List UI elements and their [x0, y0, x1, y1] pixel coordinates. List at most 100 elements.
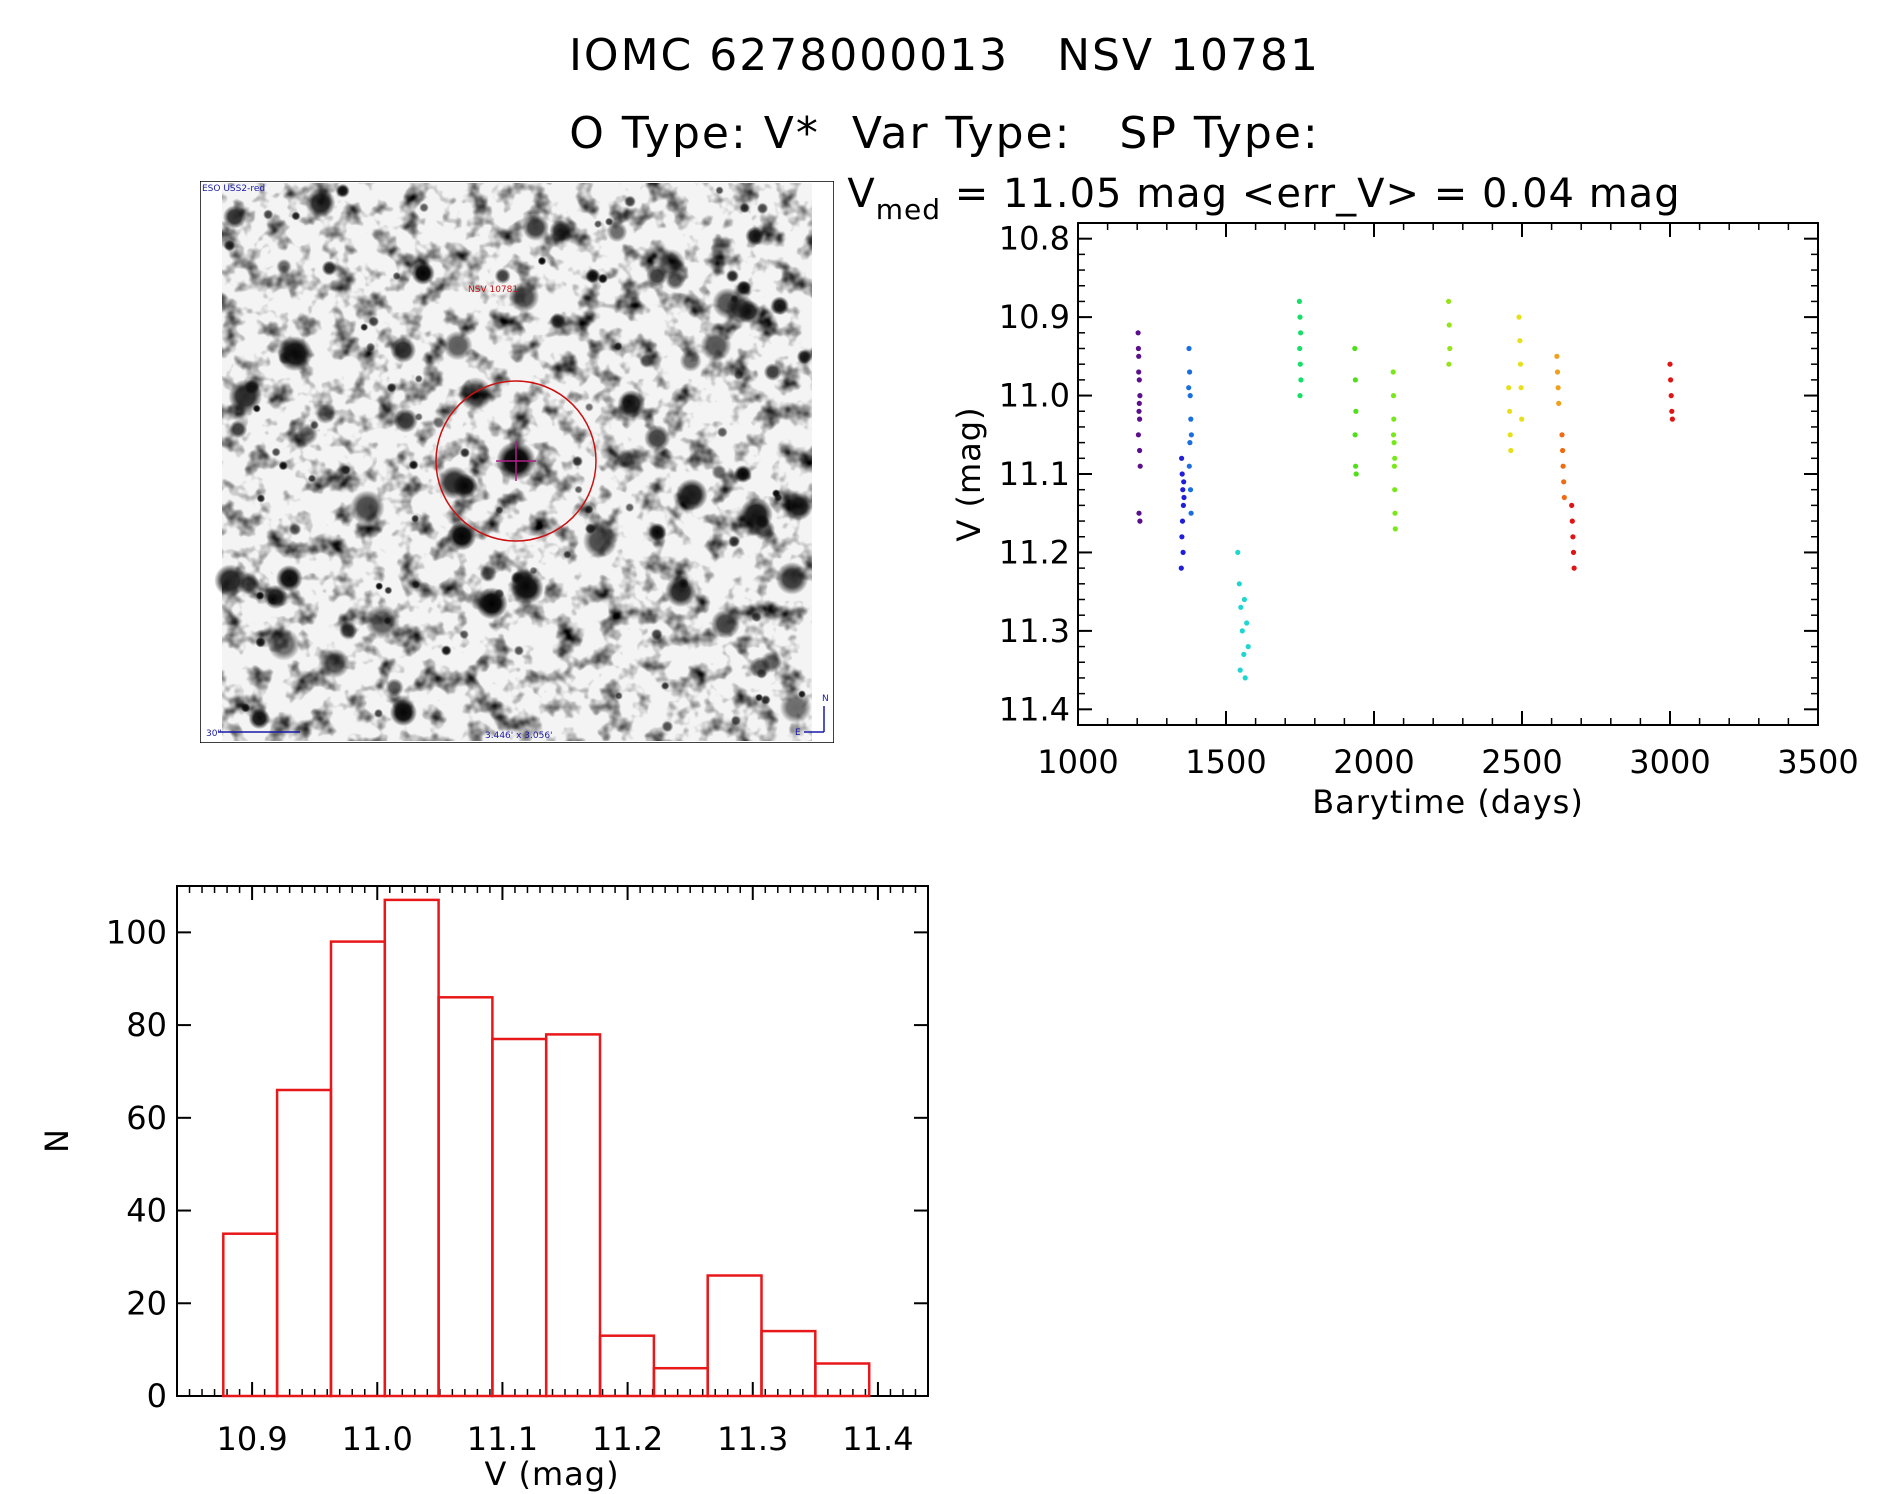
light-curve-point [1390, 393, 1397, 399]
light-curve-point [1179, 534, 1185, 540]
field-star [661, 681, 670, 690]
light-curve-point [1187, 369, 1193, 375]
field-star [442, 330, 473, 361]
light-curve-point [1561, 494, 1567, 501]
field-star [648, 522, 667, 541]
light-curve-point [1516, 314, 1522, 320]
field-star [675, 478, 708, 511]
light-curve-point [1136, 353, 1142, 359]
field-star [798, 690, 806, 699]
light-curve-point [1508, 447, 1514, 454]
histogram-bar [491, 1037, 548, 1398]
light-curve-point [1391, 463, 1397, 469]
field-star [214, 564, 247, 597]
light-curve-xtick-label: 1000 [1037, 743, 1118, 781]
field-star [585, 268, 601, 284]
field-star [755, 693, 764, 702]
light-curve-point [1392, 526, 1398, 532]
field-star [549, 312, 566, 329]
light-curve-point [1296, 298, 1302, 304]
field-star [229, 420, 248, 439]
field-star [360, 323, 369, 332]
light-curve-point [1446, 322, 1452, 328]
field-star [513, 645, 525, 656]
light-curve-point [1181, 494, 1187, 501]
light-curve-point [1518, 385, 1524, 391]
histogram-ytick-label: 60 [126, 1099, 167, 1137]
field-star [584, 402, 594, 412]
light-curve-point [1446, 298, 1452, 304]
light-curve-title: Vmed = 11.05 mag <err_V> = 0.04 mag [847, 171, 1680, 226]
histogram-bar [329, 940, 387, 1398]
field-star [383, 616, 392, 625]
size-label: 3.446' x 3.056' [485, 731, 553, 741]
light-curve-xtick-label: 3500 [1777, 743, 1858, 781]
field-star [621, 393, 637, 409]
field-star [263, 209, 274, 220]
light-curve-point [1186, 463, 1192, 469]
object-label: NSV 10781 [468, 285, 518, 295]
field-star [597, 273, 608, 284]
finding-chart-image: ESO USS2-red NSV 10781 30" 3.446' x 3.05… [200, 181, 834, 743]
light-curve-point [1135, 432, 1141, 438]
field-star [753, 518, 776, 541]
field-star [384, 586, 393, 595]
light-curve-ytick-label: 11.3 [999, 612, 1070, 650]
light-curve-xlabel: Barytime (days) [1312, 783, 1584, 821]
light-curve-point [1188, 432, 1194, 438]
field-star [571, 455, 583, 467]
light-curve-point [1136, 369, 1142, 375]
light-curve-point [1188, 510, 1194, 516]
field-star [440, 645, 452, 656]
light-curve-xtick-label: 2500 [1481, 743, 1562, 781]
object-type-line: O Type: V* Var Type: SP Type: [569, 108, 1320, 159]
light-curve-point [1390, 432, 1397, 438]
histogram-bar [275, 1088, 333, 1398]
field-star [296, 423, 319, 445]
field-star [584, 504, 594, 514]
light-curve-point [1392, 510, 1398, 516]
field-star [248, 707, 271, 730]
field-star [364, 604, 400, 640]
field-star [392, 271, 401, 281]
light-curve-ytick-label: 11.0 [999, 377, 1070, 415]
field-star [661, 720, 674, 733]
field-star [305, 187, 336, 219]
field-star [756, 202, 769, 215]
light-curve-xtick-label: 1500 [1185, 743, 1266, 781]
light-curve-chart: Vmed = 11.05 mag <err_V> = 0.04 mag 1000… [847, 171, 1858, 821]
field-star [625, 502, 635, 513]
light-curve-point [1669, 416, 1675, 422]
histogram-frame [176, 885, 929, 1397]
field-star [494, 267, 511, 284]
field-star [414, 412, 423, 421]
light-curve-point [1392, 487, 1398, 493]
field-star [715, 186, 724, 195]
light-curve-point [1297, 361, 1303, 367]
light-curve-point [1560, 463, 1566, 469]
light-curve-point [1239, 628, 1245, 634]
field-star [730, 294, 739, 304]
field-star [223, 239, 236, 252]
field-star [644, 424, 671, 452]
field-star [393, 408, 419, 433]
page-title: IOMC 6278000013 NSV 10781 [568, 30, 1321, 81]
light-curve-point [1570, 549, 1577, 556]
field-star [222, 205, 247, 229]
light-curve-point [1242, 675, 1248, 681]
light-curve-xtick-label: 2000 [1333, 743, 1414, 781]
light-curve-point [1136, 400, 1142, 406]
field-star [763, 363, 782, 381]
light-curve-ytick-label: 10.9 [999, 298, 1070, 336]
field-star [458, 377, 493, 411]
histogram-bar [652, 1366, 709, 1398]
field-star [537, 256, 547, 266]
light-curve-point [1669, 408, 1675, 414]
light-curve-ytick-label: 10.8 [999, 220, 1070, 258]
light-curve-point [1353, 408, 1359, 414]
light-curve-point [1298, 377, 1304, 383]
light-curve-point [1241, 651, 1247, 658]
light-curve-point [1447, 345, 1453, 352]
field-star [725, 269, 740, 283]
field-star [563, 550, 572, 559]
